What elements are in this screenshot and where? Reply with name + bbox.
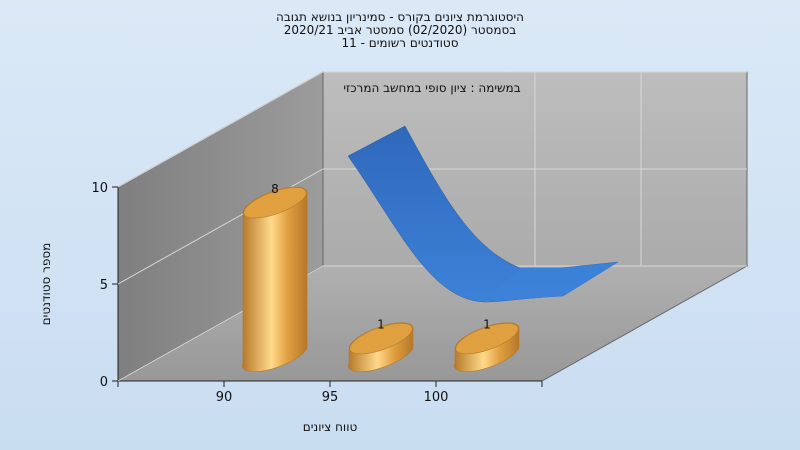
bar-top [243,187,307,219]
x-tick-label: 90 [216,390,233,405]
bar [348,322,414,373]
y-tick-label: 10 [91,181,108,196]
chart-title-line: בסמסטר (02/2020) סמסטר אביב 2020/21 [284,23,516,37]
bar-top [455,322,519,355]
data-label: 1 [483,318,491,332]
trend-surface-fold [485,262,618,302]
bar-body [242,186,308,373]
chart-annotation: במשימה : ציון סופי במחשב המרכזי [343,81,520,95]
bar-top [349,322,413,355]
x-tick-label: 100 [424,390,449,405]
data-label: 8 [271,182,279,196]
x-tick-label: 95 [322,390,339,405]
x-axis-label: טווח ציונים [303,420,358,434]
bar [242,186,308,373]
grid-line-y [117,168,747,285]
y-tick-label: 0 [100,375,108,390]
y-axis-label: מספר סטודנטים [39,243,53,326]
chart-title-line: היסטוגרמת ציונים בקורס - סמינריון בנושא … [276,10,524,24]
grid-line-y [117,71,747,188]
bar [454,322,520,373]
chart-title-line: סטודנטים רשומים - 11 [341,36,458,50]
data-label: 1 [377,318,385,332]
y-tick-label: 5 [100,278,108,293]
